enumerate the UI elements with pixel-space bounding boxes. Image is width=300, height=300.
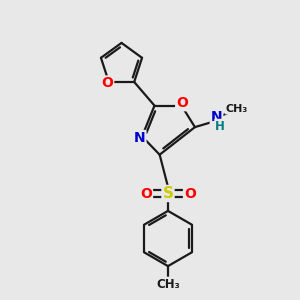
Text: O: O [140, 187, 152, 200]
Text: CH₃: CH₃ [156, 278, 180, 291]
Text: S: S [163, 186, 173, 201]
Text: O: O [184, 187, 196, 200]
Text: O: O [176, 96, 188, 110]
Text: CH₃: CH₃ [226, 103, 248, 113]
Text: N: N [211, 110, 222, 124]
Text: N: N [134, 131, 146, 145]
Text: O: O [101, 76, 113, 91]
Text: H: H [215, 120, 225, 133]
